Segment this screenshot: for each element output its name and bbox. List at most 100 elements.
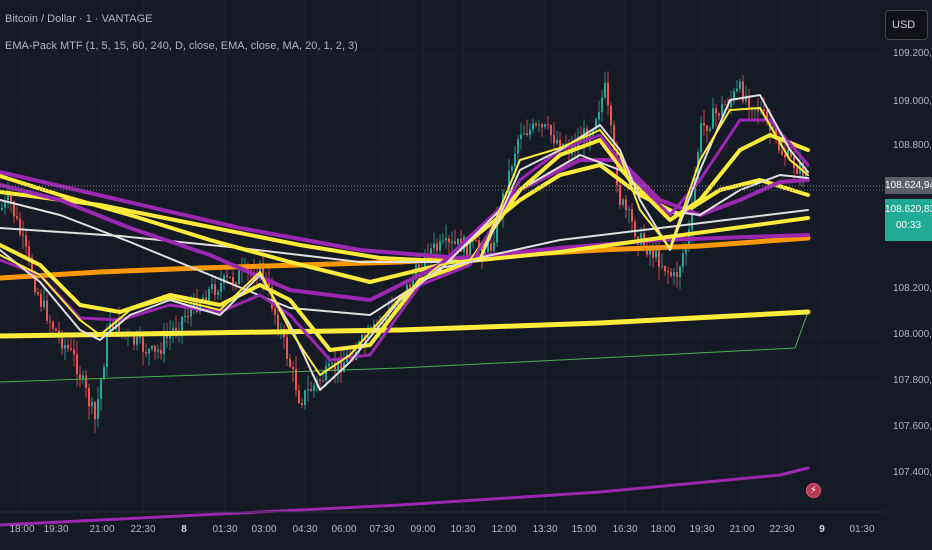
candle-body: [298, 390, 300, 404]
ema-yellow-4h-line: [0, 190, 810, 264]
candle-body: [91, 402, 93, 407]
time-tick: 9: [819, 524, 825, 535]
candle-body: [325, 366, 327, 381]
candle-body: [271, 287, 273, 309]
candle-body: [163, 335, 165, 354]
candle-body: [139, 337, 141, 339]
time-tick: 22:30: [130, 524, 156, 535]
indicator-legend[interactable]: EMA-Pack MTF (1, 5, 15, 60, 240, D, clos…: [5, 40, 358, 52]
candle-body: [658, 248, 660, 267]
candle-body: [439, 240, 441, 251]
time-tick: 18:00: [9, 524, 35, 535]
time-tick: 18:00: [650, 524, 676, 535]
candle-body: [775, 127, 777, 138]
candle-body: [292, 366, 294, 370]
candle-body: [223, 275, 225, 284]
candle-body: [493, 242, 495, 251]
candle-body: [742, 81, 744, 102]
time-tick: 15:00: [571, 524, 597, 535]
time-tick: 09:00: [410, 524, 436, 535]
candle-body: [634, 221, 636, 237]
candle-body: [739, 81, 741, 89]
candle-body: [106, 333, 108, 368]
candle-body: [79, 374, 81, 380]
candle-body: [34, 276, 36, 293]
candle-body: [58, 330, 60, 335]
ema-lines: [0, 94, 811, 527]
candle-body: [514, 153, 516, 167]
candle-body: [625, 199, 627, 211]
candle-body: [310, 389, 312, 392]
candle-body: [160, 349, 162, 354]
candle-body: [337, 359, 339, 372]
candle-body: [709, 128, 711, 131]
candle-body: [133, 334, 135, 345]
candle-body: [616, 149, 618, 186]
ema-white-15m-line: [0, 94, 809, 391]
candle-body: [1, 207, 3, 210]
ema-white-4h-line: [0, 209, 809, 263]
candle-body: [61, 334, 63, 349]
ema-purple-1h-line: [0, 158, 810, 302]
candle-body: [733, 91, 735, 100]
candle-body: [37, 292, 39, 295]
candle-body: [664, 265, 666, 272]
currency-button[interactable]: USD: [885, 10, 928, 40]
candle-body: [13, 201, 15, 217]
candle-body: [508, 170, 510, 195]
candle-body: [154, 345, 156, 352]
candle-body: [715, 108, 717, 114]
candle-body: [118, 318, 120, 335]
candle-body: [604, 82, 606, 98]
candle-body: [628, 209, 630, 211]
candle-body: [229, 276, 231, 278]
candle-body: [538, 124, 540, 126]
candle-body: [595, 119, 597, 130]
candle-body: [682, 253, 684, 267]
candle-body: [64, 344, 66, 349]
candle-body: [25, 235, 27, 247]
candle-body: [691, 202, 693, 230]
candle-body: [679, 266, 681, 278]
candle-body: [373, 324, 375, 328]
candle-body: [787, 149, 789, 158]
candle-body: [49, 320, 51, 322]
candle-body: [763, 109, 765, 111]
candle-body: [22, 234, 24, 236]
candle-body: [4, 200, 6, 208]
candle-body: [238, 270, 240, 285]
candle-body: [559, 139, 561, 150]
candle-body: [52, 321, 54, 329]
candle-body: [274, 308, 276, 315]
candle-body: [613, 125, 615, 150]
time-tick: 12:00: [491, 524, 517, 535]
candle-body: [748, 95, 750, 108]
candle-body: [55, 328, 57, 331]
candle-body: [766, 110, 768, 122]
candle-body: [706, 125, 708, 131]
candle-body: [226, 275, 228, 278]
time-tick: 06:00: [331, 524, 357, 535]
candle-body: [487, 243, 489, 253]
time-tick: 01:30: [849, 524, 875, 535]
price-tick: 107.400,00: [893, 467, 932, 478]
candle-body: [721, 104, 723, 116]
candle-body: [268, 279, 270, 288]
ema-yellow-5m-line: [0, 107, 809, 376]
candle-body: [712, 108, 714, 129]
ema-yellow-15m-line: [0, 133, 810, 352]
candle-body: [601, 97, 603, 113]
candle-body: [175, 328, 177, 331]
candle-body: [97, 399, 99, 419]
symbol-title[interactable]: Bitcoin / Dollar · 1 · VANTAGE: [5, 13, 153, 25]
time-tick: 16:30: [612, 524, 638, 535]
bar-countdown: 00:33: [895, 220, 922, 231]
candle-body: [409, 284, 411, 288]
candle-body: [361, 335, 363, 342]
candle-body: [277, 314, 279, 332]
lightning-icon[interactable]: ⚡: [806, 483, 821, 498]
candle-body: [475, 240, 477, 242]
candle-body: [82, 375, 84, 380]
candle-body: [43, 300, 45, 307]
